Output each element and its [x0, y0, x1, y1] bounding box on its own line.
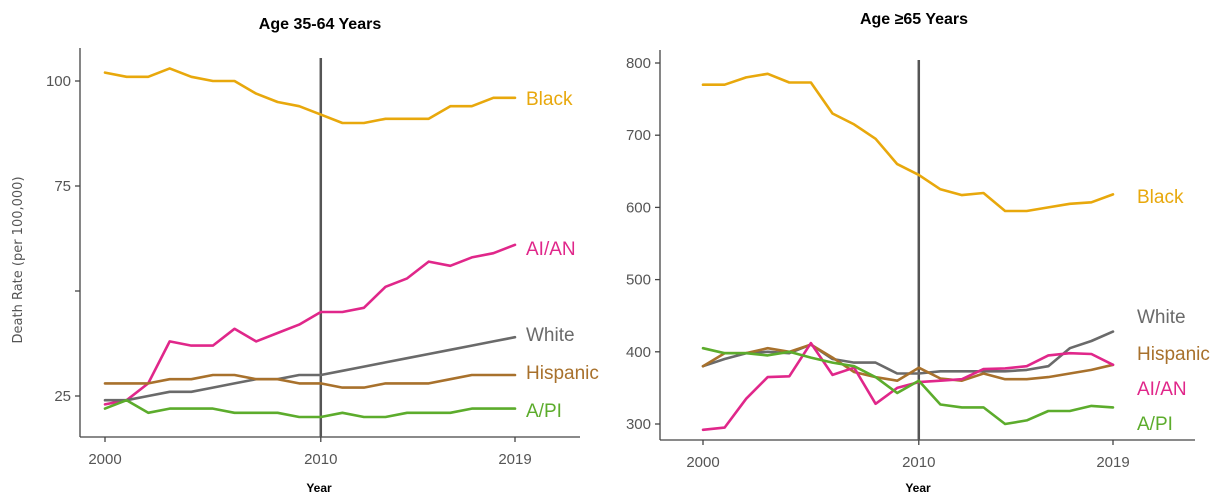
series-label-a-pi: A/PI	[526, 401, 562, 422]
y-tick-label: 75	[54, 178, 71, 195]
y-tick-label: 25	[54, 388, 71, 405]
y-tick-label: 400	[626, 344, 651, 361]
series-line-hispanic	[103, 373, 517, 389]
series-line-a-pi	[103, 398, 517, 419]
y-tick-label: 600	[626, 199, 651, 216]
x-tick-label: 2000	[88, 451, 121, 468]
panel-title-age-35-64: Age 35-64 Years	[259, 16, 382, 33]
y-axis-label: Death Rate (per 100,000)	[11, 176, 26, 343]
series-line-hispanic	[701, 343, 1115, 383]
series-line-ai-an	[103, 243, 517, 406]
x-tick-label: 2000	[686, 454, 719, 471]
series-line-black	[103, 67, 517, 125]
series-label-hispanic: Hispanic	[1137, 344, 1210, 365]
series-line-black	[701, 72, 1115, 213]
series-line-white	[701, 330, 1115, 375]
x-tick-label: 2010	[902, 454, 935, 471]
series-label-ai-an: AI/AN	[526, 239, 576, 260]
series-line-a-pi	[701, 346, 1115, 426]
series-label-a-pi: A/PI	[1137, 414, 1173, 435]
panel-title-age-65-plus: Age ≥65 Years	[860, 11, 968, 28]
y-tick-label: 500	[626, 272, 651, 289]
series-line-ai-an	[701, 341, 1115, 432]
series-label-black: Black	[526, 89, 573, 110]
panel-age-35-64: Age 35-64 Years Death Rate (per 100,000)…	[11, 16, 599, 495]
x-axis-label-right: Year	[905, 481, 931, 495]
x-tick-label: 2010	[304, 451, 337, 468]
series-label-hispanic: Hispanic	[526, 363, 599, 384]
y-tick-label: 800	[626, 55, 651, 72]
series-label-ai-an: AI/AN	[1137, 379, 1187, 400]
panel-age-65-plus: Age ≥65 Years Year 300 400 500 600 700 800 200…	[626, 11, 1210, 495]
series-line-white	[103, 335, 517, 402]
y-tick-label: 100	[46, 73, 71, 90]
series-label-white: White	[1137, 307, 1186, 328]
y-tick-label: 300	[626, 416, 651, 433]
x-tick-label: 2019	[1096, 454, 1129, 471]
x-tick-label: 2019	[498, 451, 531, 468]
series-label-black: Black	[1137, 187, 1184, 208]
y-tick-label: 700	[626, 127, 651, 144]
x-axis-label-left: Year	[306, 481, 332, 495]
series-label-white: White	[526, 325, 575, 346]
